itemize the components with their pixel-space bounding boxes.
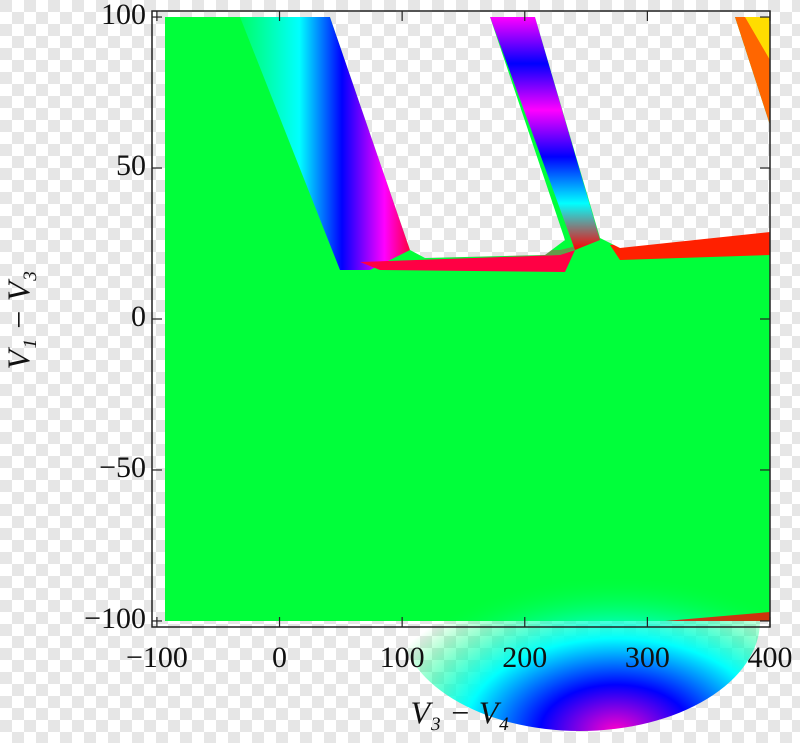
- x-tick-label: 100: [380, 641, 425, 674]
- y-tick-label: 0: [131, 300, 146, 333]
- y-tick-label: 100: [101, 0, 146, 31]
- x-tick-label: 300: [625, 641, 670, 674]
- x-tick-label: −100: [126, 641, 188, 674]
- y-tick-label: −50: [99, 451, 146, 484]
- x-tick-label: 400: [748, 641, 793, 674]
- x-tick-label: 0: [272, 641, 287, 674]
- y-axis-label: V₁ − V₃: [0, 271, 36, 370]
- y-tick-label: −100: [84, 602, 146, 635]
- density-field: [165, 17, 770, 731]
- x-axis-label: V₃ − V₄: [411, 694, 510, 730]
- x-tick-label: 200: [502, 641, 547, 674]
- y-tick-label: 50: [116, 149, 146, 182]
